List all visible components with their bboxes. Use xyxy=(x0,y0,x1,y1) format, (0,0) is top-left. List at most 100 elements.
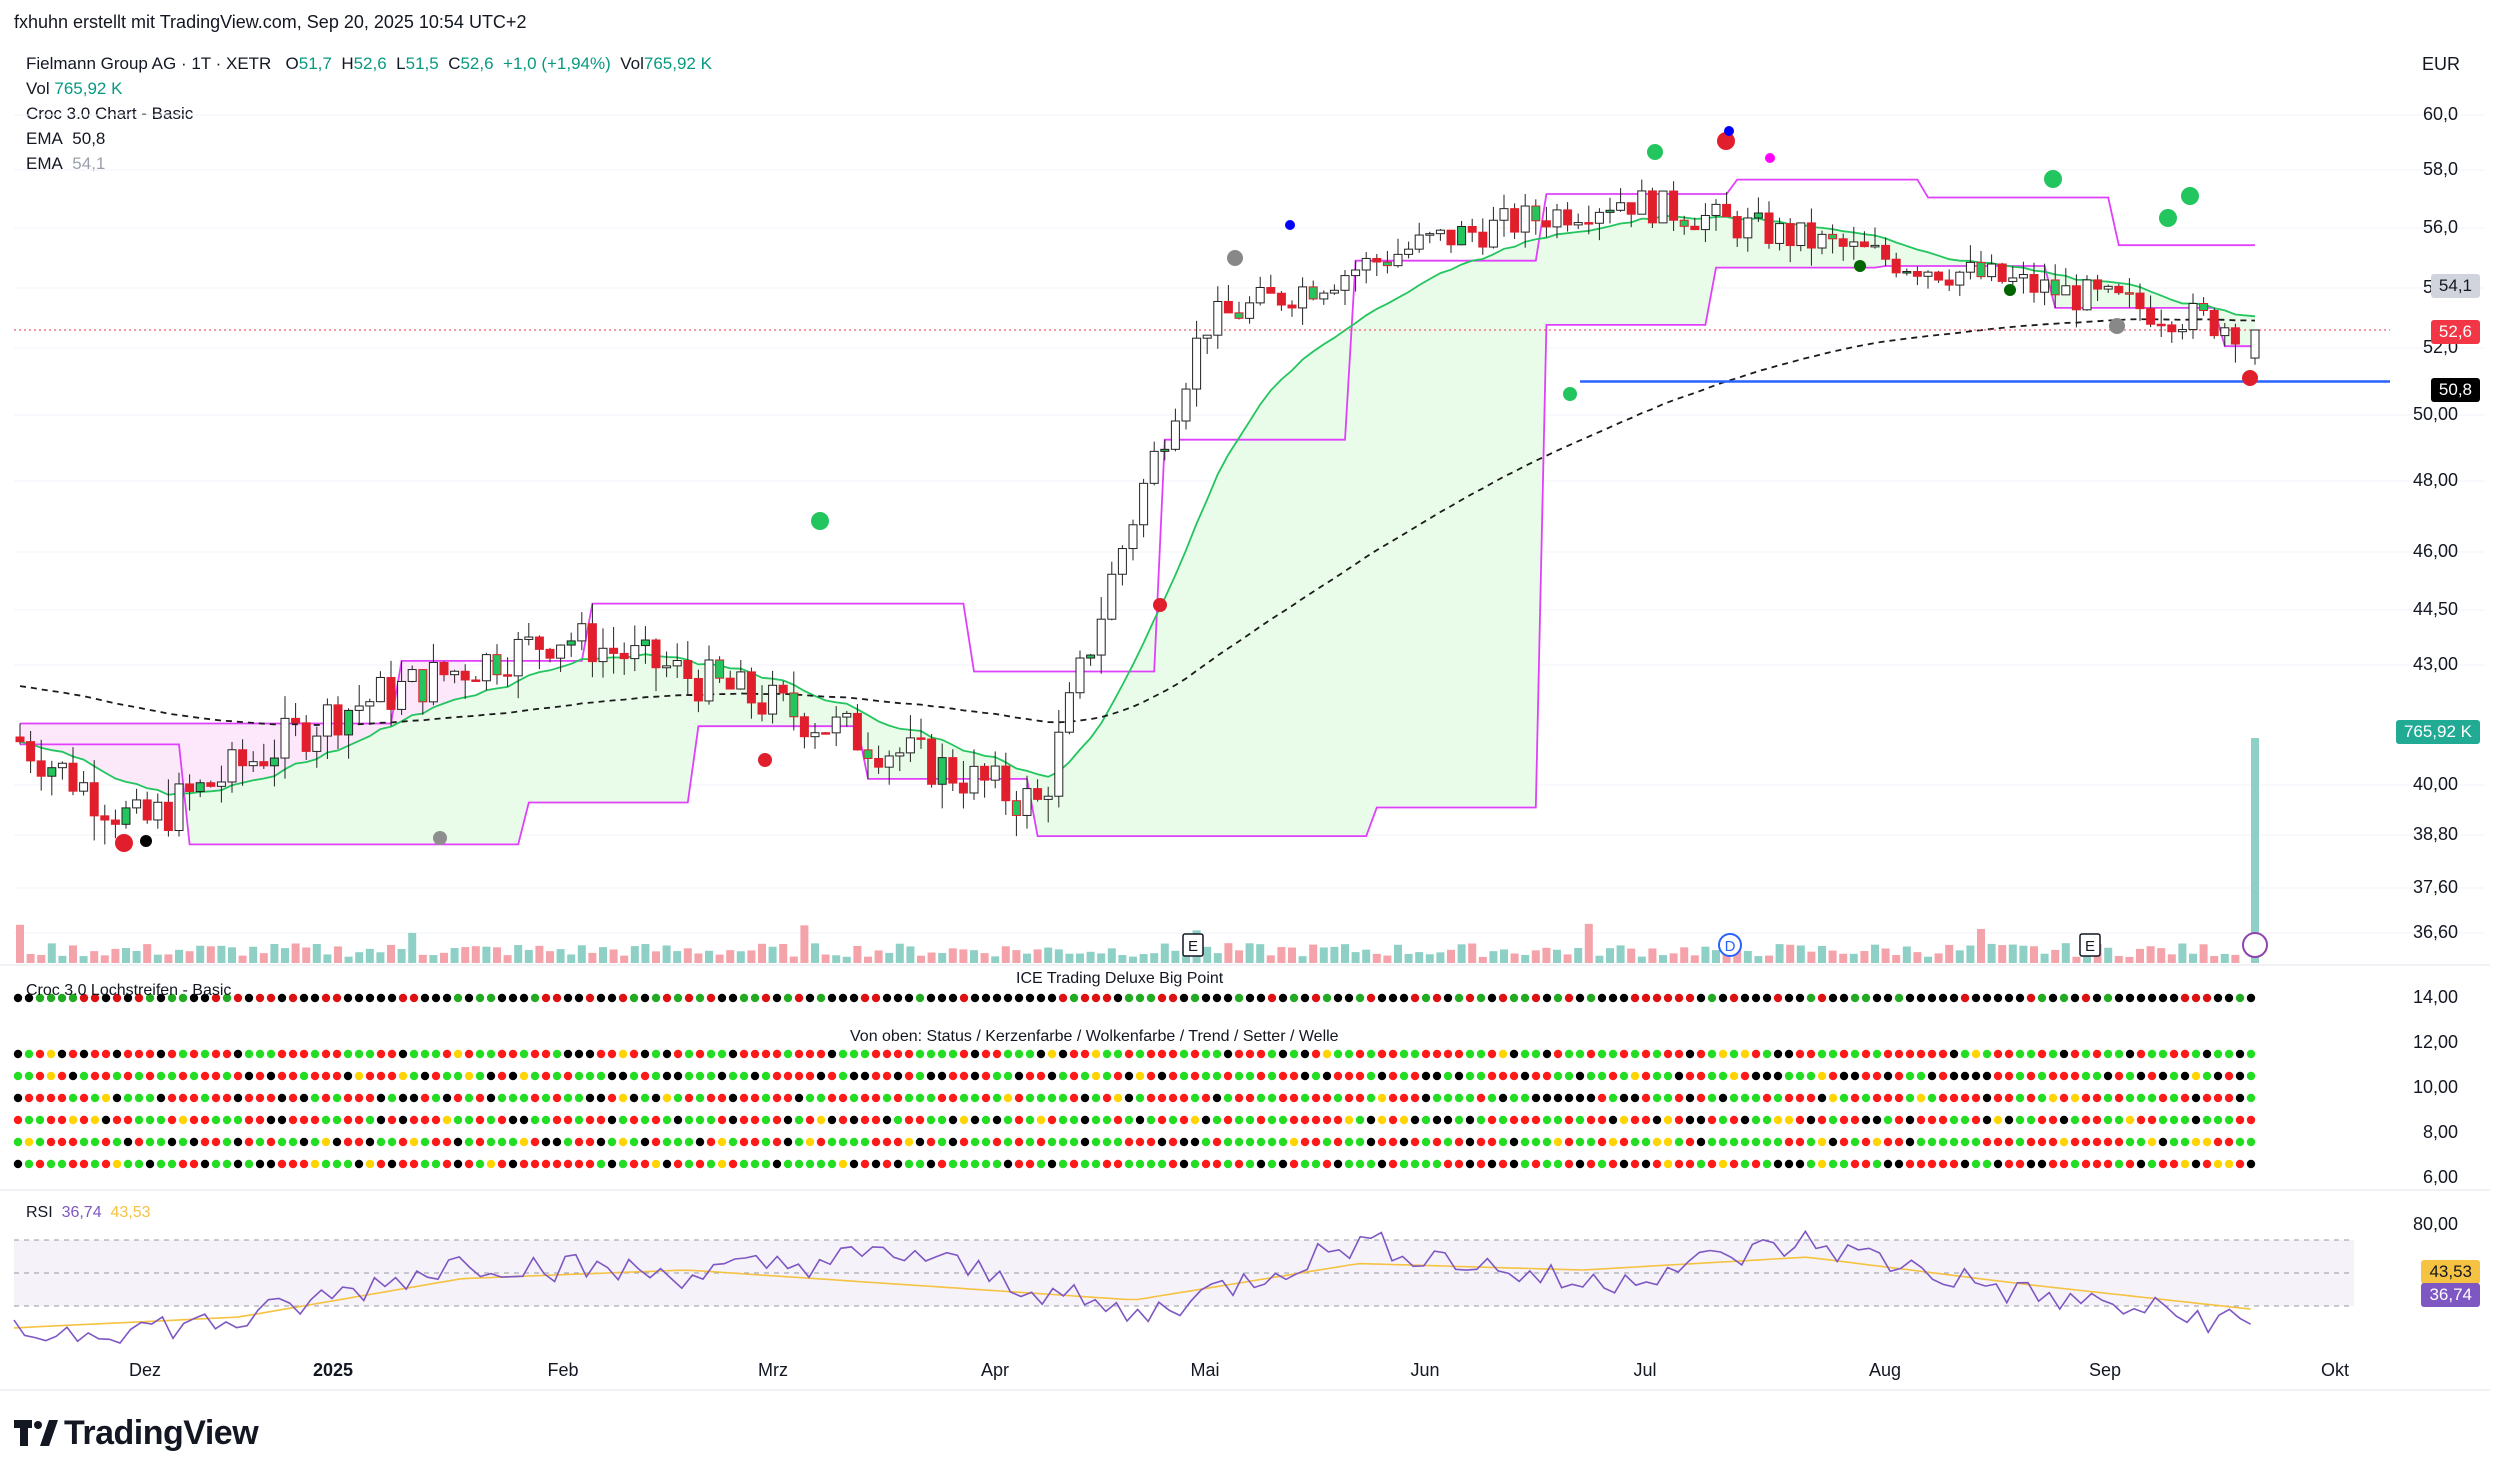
candle xyxy=(566,640,576,646)
candle xyxy=(471,679,481,682)
status-dot xyxy=(453,1159,463,1169)
status-dot xyxy=(1564,1049,1574,1059)
symbol-legend: Fielmann Group AG · 1T · XETR O51,7 H52,… xyxy=(26,52,712,76)
croc-chart-legend[interactable]: Croc 3.0 Chart - Basic xyxy=(26,104,194,123)
status-dot xyxy=(222,1093,232,1103)
status-dot xyxy=(574,1137,584,1147)
status-dot xyxy=(167,1159,177,1169)
candle xyxy=(534,636,544,650)
candle xyxy=(1117,548,1127,575)
status-dot xyxy=(310,1093,320,1103)
status-dot xyxy=(1476,1049,1486,1059)
ema-slow-legend[interactable]: EMA 54,1 xyxy=(26,152,105,176)
status-dot xyxy=(1938,1115,1948,1125)
candle xyxy=(386,676,396,710)
status-dot xyxy=(1542,1071,1552,1081)
volume-bar xyxy=(2125,956,2134,963)
status-dot xyxy=(1432,993,1442,1003)
status-dot xyxy=(2114,1049,2124,1059)
status-dot xyxy=(1971,1071,1981,1081)
candle xyxy=(990,765,1000,781)
ema-fast-legend[interactable]: EMA 50,8 xyxy=(26,127,105,151)
volume-bar xyxy=(2199,944,2208,963)
candle xyxy=(1934,271,1944,281)
status-dot xyxy=(365,993,375,1003)
status-dot xyxy=(233,1115,243,1125)
candle xyxy=(2135,292,2145,310)
status-dot xyxy=(354,1137,364,1147)
status-dot xyxy=(24,1049,34,1059)
status-dot xyxy=(1080,1093,1090,1103)
status-dot xyxy=(134,993,144,1003)
status-dot xyxy=(420,1115,430,1125)
status-dot xyxy=(849,1115,859,1125)
status-dot xyxy=(57,1159,67,1169)
symbol-title[interactable]: Fielmann Group AG · 1T · XETR xyxy=(26,54,272,73)
status-dot xyxy=(1366,1093,1376,1103)
status-dot xyxy=(1850,1049,1860,1059)
status-dot xyxy=(2180,1115,2190,1125)
status-dot xyxy=(2224,1049,2234,1059)
status-dot xyxy=(1146,1159,1156,1169)
status-dot xyxy=(1927,1115,1937,1125)
status-dot xyxy=(1685,1115,1695,1125)
status-dot xyxy=(552,993,562,1003)
status-dot xyxy=(1421,1049,1431,1059)
status-dot xyxy=(717,993,727,1003)
status-dot xyxy=(13,1115,23,1125)
status-dot xyxy=(321,1093,331,1103)
status-dot xyxy=(200,1115,210,1125)
tradingview-logo[interactable]: TradingView xyxy=(14,1414,259,1455)
status-dot xyxy=(1421,1159,1431,1169)
status-dot xyxy=(1113,993,1123,1003)
status-dot xyxy=(420,1071,430,1081)
status-dot xyxy=(2213,1159,2223,1169)
status-dot xyxy=(233,1159,243,1169)
status-dot xyxy=(838,1115,848,1125)
candle xyxy=(1435,229,1445,235)
status-dot xyxy=(167,1071,177,1081)
status-dot xyxy=(332,1115,342,1125)
status-dot xyxy=(497,1159,507,1169)
status-dot xyxy=(1795,1071,1805,1081)
status-dot xyxy=(398,1137,408,1147)
candle xyxy=(799,716,809,738)
status-dot xyxy=(739,1137,749,1147)
volume-bar xyxy=(1150,953,1159,963)
candle xyxy=(1785,223,1795,247)
status-dot xyxy=(420,1159,430,1169)
volume-bar xyxy=(853,945,862,963)
status-dot xyxy=(750,993,760,1003)
status-dot xyxy=(1718,993,1728,1003)
volume-legend[interactable]: Vol 765,92 K xyxy=(26,77,122,101)
candle xyxy=(132,799,142,809)
status-dot xyxy=(68,1049,78,1059)
status-dot xyxy=(1652,1115,1662,1125)
candle xyxy=(1149,450,1159,484)
status-dot xyxy=(1729,1071,1739,1081)
status-dot xyxy=(101,1049,111,1059)
candle xyxy=(2146,308,2156,325)
status-dot xyxy=(959,1093,969,1103)
status-dot xyxy=(1751,1115,1761,1125)
volume-bar xyxy=(217,945,226,963)
status-dot xyxy=(1982,1049,1992,1059)
status-dot xyxy=(277,1137,287,1147)
status-dot xyxy=(1333,1115,1343,1125)
status-dot xyxy=(783,1115,793,1125)
candle xyxy=(1859,241,1869,248)
status-dot xyxy=(2048,1093,2058,1103)
volume-bar xyxy=(620,955,629,963)
lochstreifen-label[interactable]: Croc 3.0 Lochstreifen - Basic xyxy=(26,982,232,999)
status-dot xyxy=(1278,1093,1288,1103)
rsi-legend[interactable]: RSI 36,74 43,53 xyxy=(26,1204,151,1222)
volume-bar xyxy=(1203,946,1212,963)
status-dot xyxy=(1509,1049,1519,1059)
status-dot xyxy=(1432,1093,1442,1103)
status-dot xyxy=(156,993,166,1003)
status-dot xyxy=(783,1093,793,1103)
status-dot xyxy=(255,1137,265,1147)
status-dot xyxy=(343,1071,353,1081)
volume-bar xyxy=(228,947,236,963)
